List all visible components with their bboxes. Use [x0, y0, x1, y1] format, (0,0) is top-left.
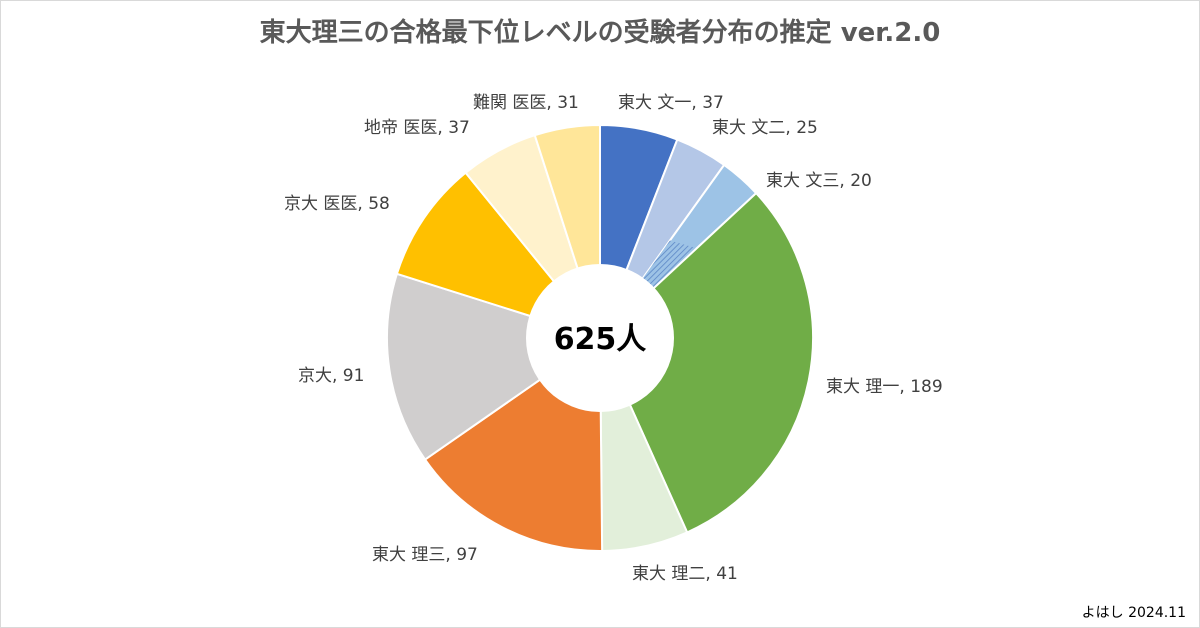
slice-label-3: 東大 理一, 189 [826, 377, 943, 397]
slice-6 [386, 272, 603, 461]
chart-title: 東大理三の合格最下位レベルの受験者分布の推定 ver.2.0 [259, 18, 941, 48]
slice-label-8: 地帝 医医, 37 [364, 118, 470, 138]
slice-label-0: 東大 文一, 37 [618, 93, 724, 113]
slice-label-4: 東大 理二, 41 [632, 564, 738, 584]
slice-label-5: 東大 理三, 97 [372, 545, 478, 565]
center-total-label: 625人 [554, 322, 647, 357]
slice-label-9: 難関 医医, 31 [473, 93, 579, 113]
author-credit: よはし 2024.11 [1081, 605, 1186, 621]
slice-label-6: 京大, 91 [298, 366, 364, 386]
slice-label-1: 東大 文二, 25 [712, 118, 818, 138]
donut-hole [526, 264, 674, 412]
slice-label-2: 東大 文三, 20 [766, 171, 872, 191]
slice-3 [598, 191, 814, 534]
slice-label-7: 京大 医医, 58 [284, 194, 390, 214]
